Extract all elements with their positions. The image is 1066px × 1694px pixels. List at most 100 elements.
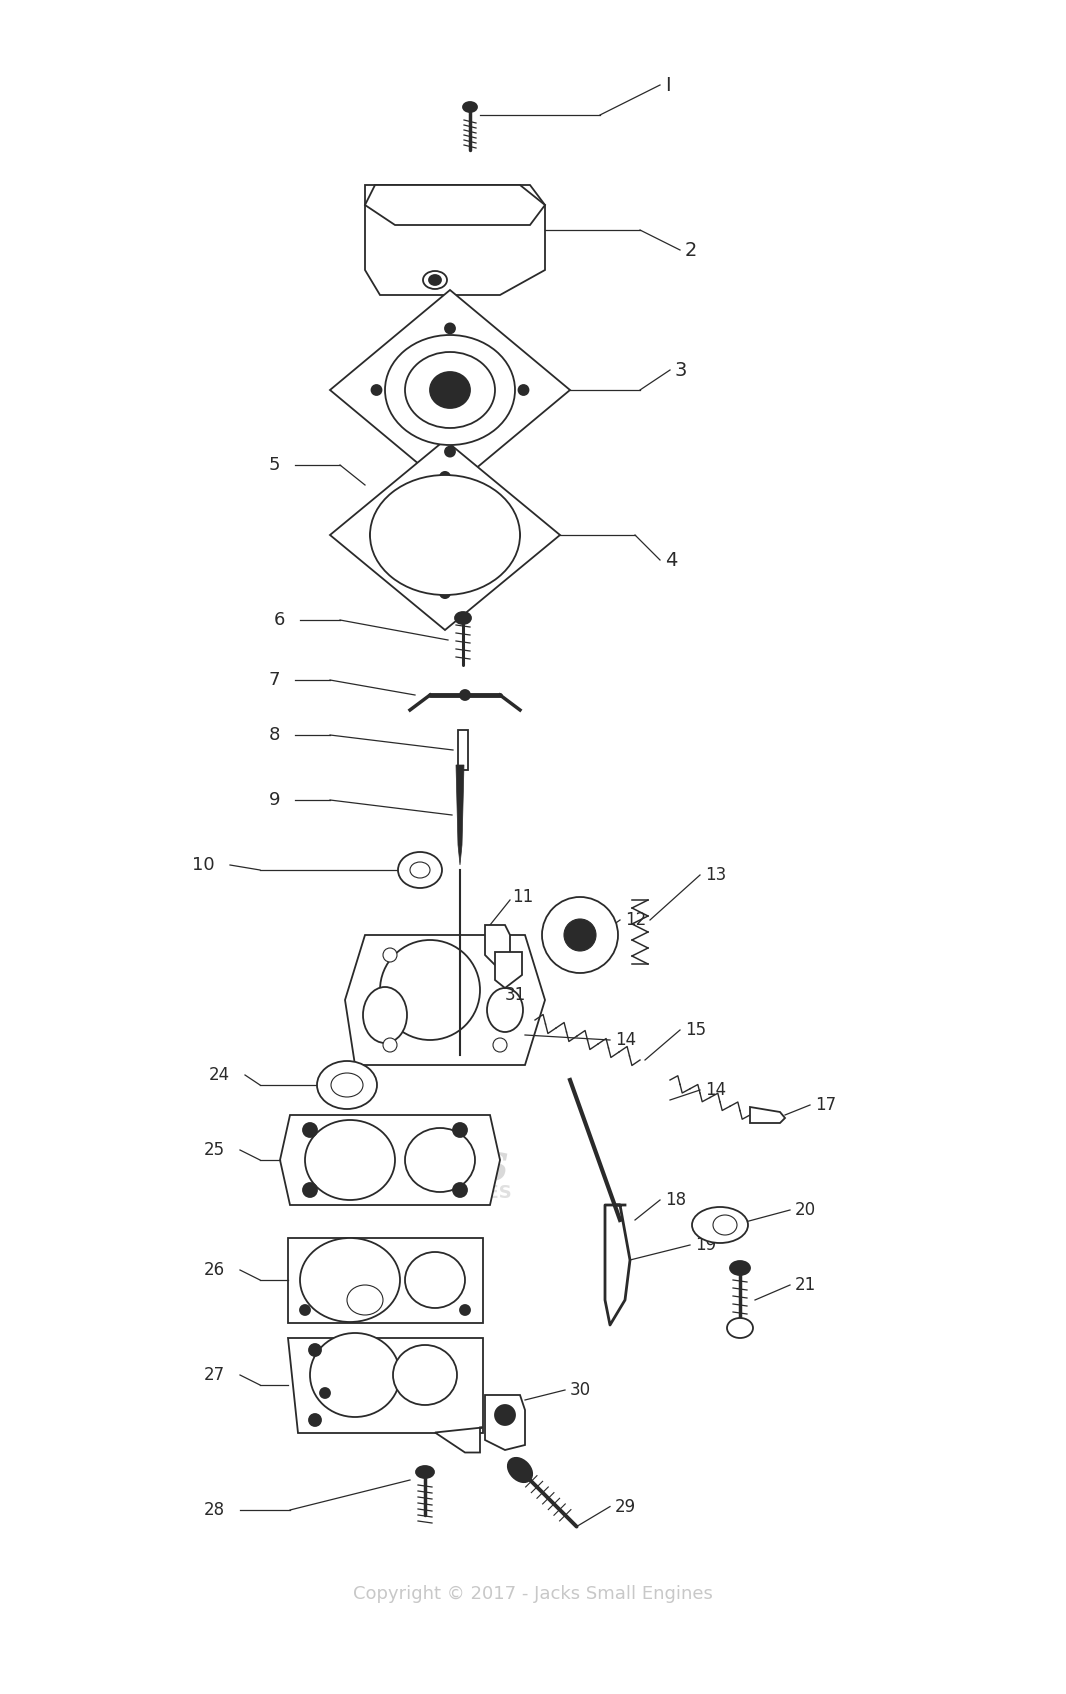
Text: ®: ®	[441, 1133, 464, 1154]
Ellipse shape	[510, 530, 520, 540]
Ellipse shape	[416, 1465, 434, 1477]
Ellipse shape	[430, 373, 470, 408]
Polygon shape	[288, 1238, 483, 1323]
Ellipse shape	[564, 920, 596, 950]
Ellipse shape	[727, 1318, 753, 1338]
Ellipse shape	[385, 335, 515, 446]
Polygon shape	[345, 935, 545, 1066]
Ellipse shape	[463, 102, 477, 112]
Ellipse shape	[713, 1215, 737, 1235]
Ellipse shape	[303, 1123, 317, 1137]
Polygon shape	[456, 766, 464, 866]
Text: 10: 10	[192, 855, 215, 874]
Ellipse shape	[423, 271, 447, 290]
Ellipse shape	[393, 1345, 457, 1404]
Text: 11: 11	[512, 888, 533, 906]
Text: 14: 14	[705, 1081, 726, 1099]
Polygon shape	[330, 290, 570, 490]
Text: 5: 5	[269, 456, 280, 474]
Ellipse shape	[461, 689, 470, 700]
Ellipse shape	[383, 1038, 397, 1052]
Ellipse shape	[370, 474, 520, 595]
Polygon shape	[288, 1338, 483, 1433]
Text: 13: 13	[705, 866, 726, 884]
Text: 24: 24	[209, 1066, 230, 1084]
Ellipse shape	[440, 473, 450, 481]
Ellipse shape	[383, 949, 397, 962]
Ellipse shape	[453, 1123, 467, 1137]
Text: 18: 18	[665, 1191, 687, 1210]
Text: 14: 14	[615, 1032, 636, 1049]
Polygon shape	[330, 440, 560, 630]
Text: 4: 4	[665, 551, 677, 569]
Ellipse shape	[507, 1459, 532, 1482]
Ellipse shape	[348, 1286, 383, 1315]
Polygon shape	[485, 1394, 524, 1450]
Ellipse shape	[445, 447, 455, 457]
Text: 9: 9	[269, 791, 280, 810]
Ellipse shape	[370, 530, 379, 540]
Text: 17: 17	[815, 1096, 836, 1115]
Polygon shape	[280, 1115, 500, 1204]
Text: 2: 2	[685, 241, 697, 259]
Ellipse shape	[309, 1343, 321, 1355]
Ellipse shape	[453, 1182, 467, 1198]
Ellipse shape	[379, 940, 480, 1040]
Ellipse shape	[309, 1414, 321, 1426]
Polygon shape	[365, 185, 545, 295]
Ellipse shape	[405, 352, 495, 429]
Ellipse shape	[317, 1060, 377, 1110]
Text: 30: 30	[570, 1381, 592, 1399]
Ellipse shape	[300, 1304, 310, 1315]
Text: 25: 25	[204, 1142, 225, 1159]
Ellipse shape	[487, 988, 523, 1032]
Text: 21: 21	[795, 1276, 817, 1294]
Text: 6: 6	[274, 612, 285, 628]
Ellipse shape	[461, 1304, 470, 1315]
Polygon shape	[485, 925, 510, 966]
Text: 27: 27	[204, 1365, 225, 1384]
Text: 19: 19	[695, 1237, 716, 1254]
Text: I: I	[665, 76, 671, 95]
Text: 15: 15	[685, 1021, 706, 1038]
Text: Jacks: Jacks	[352, 1140, 508, 1191]
Text: 26: 26	[204, 1260, 225, 1279]
Ellipse shape	[692, 1208, 748, 1243]
Ellipse shape	[429, 274, 441, 285]
Text: Copyright © 2017 - Jacks Small Engines: Copyright © 2017 - Jacks Small Engines	[353, 1586, 713, 1603]
Ellipse shape	[445, 324, 455, 334]
Ellipse shape	[405, 1128, 475, 1193]
Text: 3: 3	[675, 361, 688, 379]
Ellipse shape	[332, 1072, 364, 1098]
Ellipse shape	[492, 949, 507, 962]
Text: 8: 8	[269, 727, 280, 744]
Ellipse shape	[320, 1387, 330, 1398]
Polygon shape	[435, 1428, 483, 1452]
Ellipse shape	[542, 898, 618, 972]
Ellipse shape	[455, 612, 471, 623]
Ellipse shape	[730, 1260, 750, 1276]
Text: 7: 7	[269, 671, 280, 689]
Bar	[458, 730, 468, 771]
Ellipse shape	[305, 1120, 395, 1199]
Ellipse shape	[371, 385, 382, 395]
Text: 29: 29	[615, 1497, 636, 1516]
Text: 12: 12	[625, 911, 646, 928]
Polygon shape	[495, 952, 522, 988]
Ellipse shape	[303, 1182, 317, 1198]
Ellipse shape	[405, 1252, 465, 1308]
Ellipse shape	[492, 1038, 507, 1052]
Ellipse shape	[364, 988, 407, 1044]
Text: 20: 20	[795, 1201, 817, 1220]
Ellipse shape	[495, 1404, 515, 1425]
Ellipse shape	[440, 588, 450, 598]
Ellipse shape	[410, 862, 430, 877]
Ellipse shape	[310, 1333, 400, 1416]
Ellipse shape	[518, 385, 529, 395]
Text: 28: 28	[204, 1501, 225, 1520]
Ellipse shape	[300, 1238, 400, 1321]
Ellipse shape	[398, 852, 442, 888]
Polygon shape	[750, 1106, 785, 1123]
Text: 31: 31	[505, 986, 527, 1005]
Text: SMALL ENGINES: SMALL ENGINES	[349, 1184, 512, 1203]
